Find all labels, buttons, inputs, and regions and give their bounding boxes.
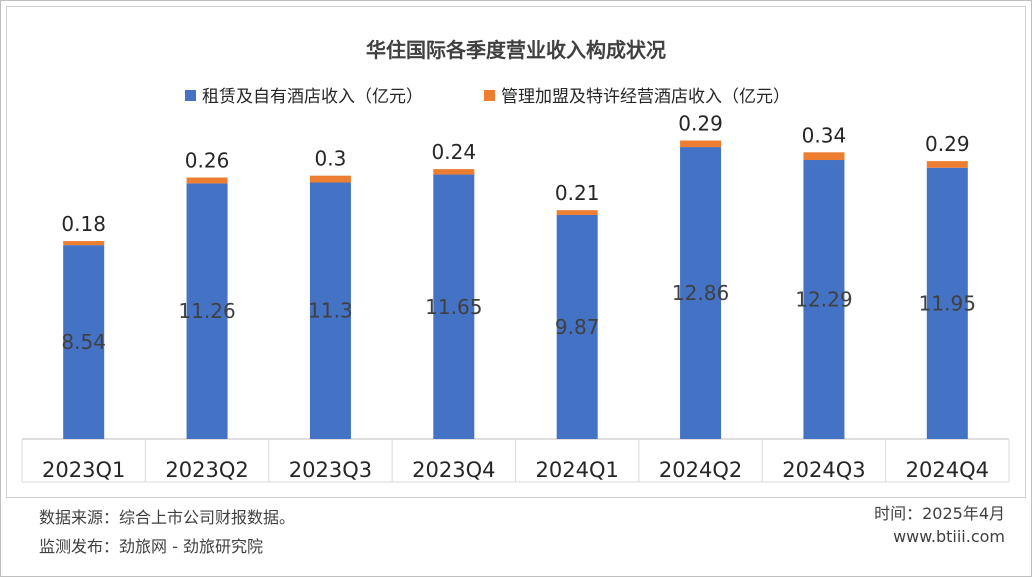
bar-lease <box>926 167 968 440</box>
legend-swatch-lease <box>185 90 196 101</box>
bar-lease <box>803 160 845 439</box>
data-label-lease: 11.3 <box>308 299 353 323</box>
bar-franchise <box>186 177 228 184</box>
bar-lease <box>433 174 475 440</box>
legend-label-lease: 租赁及自有酒店收入（亿元） <box>202 87 423 107</box>
data-label-lease: 12.29 <box>795 288 852 312</box>
data-label-lease: 9.87 <box>555 315 600 339</box>
bars <box>63 140 968 440</box>
data-label-franchise: 0.34 <box>802 123 847 147</box>
data-label-franchise: 0.24 <box>432 140 477 164</box>
stacked-bar-chart: 华住国际各季度营业收入构成状况 租赁及自有酒店收入（亿元） 管理加盟及特许经营酒… <box>21 38 1010 483</box>
bar-lease <box>186 183 228 439</box>
data-label-franchise: 0.29 <box>925 132 970 156</box>
x-tick-label: 2024Q1 <box>536 458 619 482</box>
data-label-franchise: 0.3 <box>315 147 347 171</box>
bar-franchise <box>803 152 845 161</box>
publisher-note: 监测发布：劲旅网 - 劲旅研究院 <box>39 537 263 556</box>
data-label-lease: 11.26 <box>178 299 235 323</box>
bar-lease <box>63 245 105 439</box>
source-note: 数据来源：综合上市公司财报数据。 <box>39 508 296 527</box>
x-tick-label: 2024Q4 <box>906 458 989 482</box>
x-tick-label: 2024Q2 <box>659 458 742 482</box>
bar-franchise <box>680 140 722 148</box>
date-note: 时间：2025年4月 <box>874 504 1005 523</box>
data-label-lease: 11.65 <box>425 295 482 319</box>
x-axis: 2023Q1 2023Q2 2023Q3 2023Q4 2024Q1 2024Q2 2024… <box>21 438 1010 483</box>
data-label-franchise: 0.21 <box>555 181 600 205</box>
chart-area: 华住国际各季度营业收入构成状况 租赁及自有酒店收入（亿元） 管理加盟及特许经营酒… <box>6 6 1026 498</box>
x-tick-label: 2023Q4 <box>412 458 495 482</box>
x-tick-label: 2023Q3 <box>289 458 372 482</box>
data-label-lease: 11.95 <box>919 291 976 315</box>
legend: 租赁及自有酒店收入（亿元） 管理加盟及特许经营酒店收入（亿元） <box>185 87 790 107</box>
data-label-lease: 12.86 <box>672 281 729 305</box>
bar-lease <box>680 147 722 439</box>
bar-lease <box>309 182 351 440</box>
bar-franchise <box>433 169 475 175</box>
data-label-lease: 8.54 <box>61 330 106 354</box>
bar-franchise <box>63 241 105 246</box>
legend-label-franchise: 管理加盟及特许经营酒店收入（亿元） <box>501 87 790 107</box>
legend-swatch-franchise <box>484 90 495 101</box>
bar-lease <box>556 214 598 439</box>
data-label-franchise: 0.18 <box>61 212 106 236</box>
x-tick-label: 2023Q1 <box>42 458 125 482</box>
data-labels: 8.54 0.18 11.26 0.26 11.3 0.3 11.65 0.24 9.87 0.2… <box>61 111 976 354</box>
bar-franchise <box>309 175 351 183</box>
bar-franchise <box>926 161 968 168</box>
website-url[interactable]: www.btiii.com <box>893 527 1005 546</box>
x-tick-label: 2023Q2 <box>165 458 248 482</box>
x-tick-label: 2024Q3 <box>782 458 865 482</box>
data-label-franchise: 0.26 <box>185 148 230 172</box>
data-label-franchise: 0.29 <box>678 111 723 135</box>
chart-title: 华住国际各季度营业收入构成状况 <box>366 38 666 62</box>
bar-franchise <box>556 210 598 215</box>
